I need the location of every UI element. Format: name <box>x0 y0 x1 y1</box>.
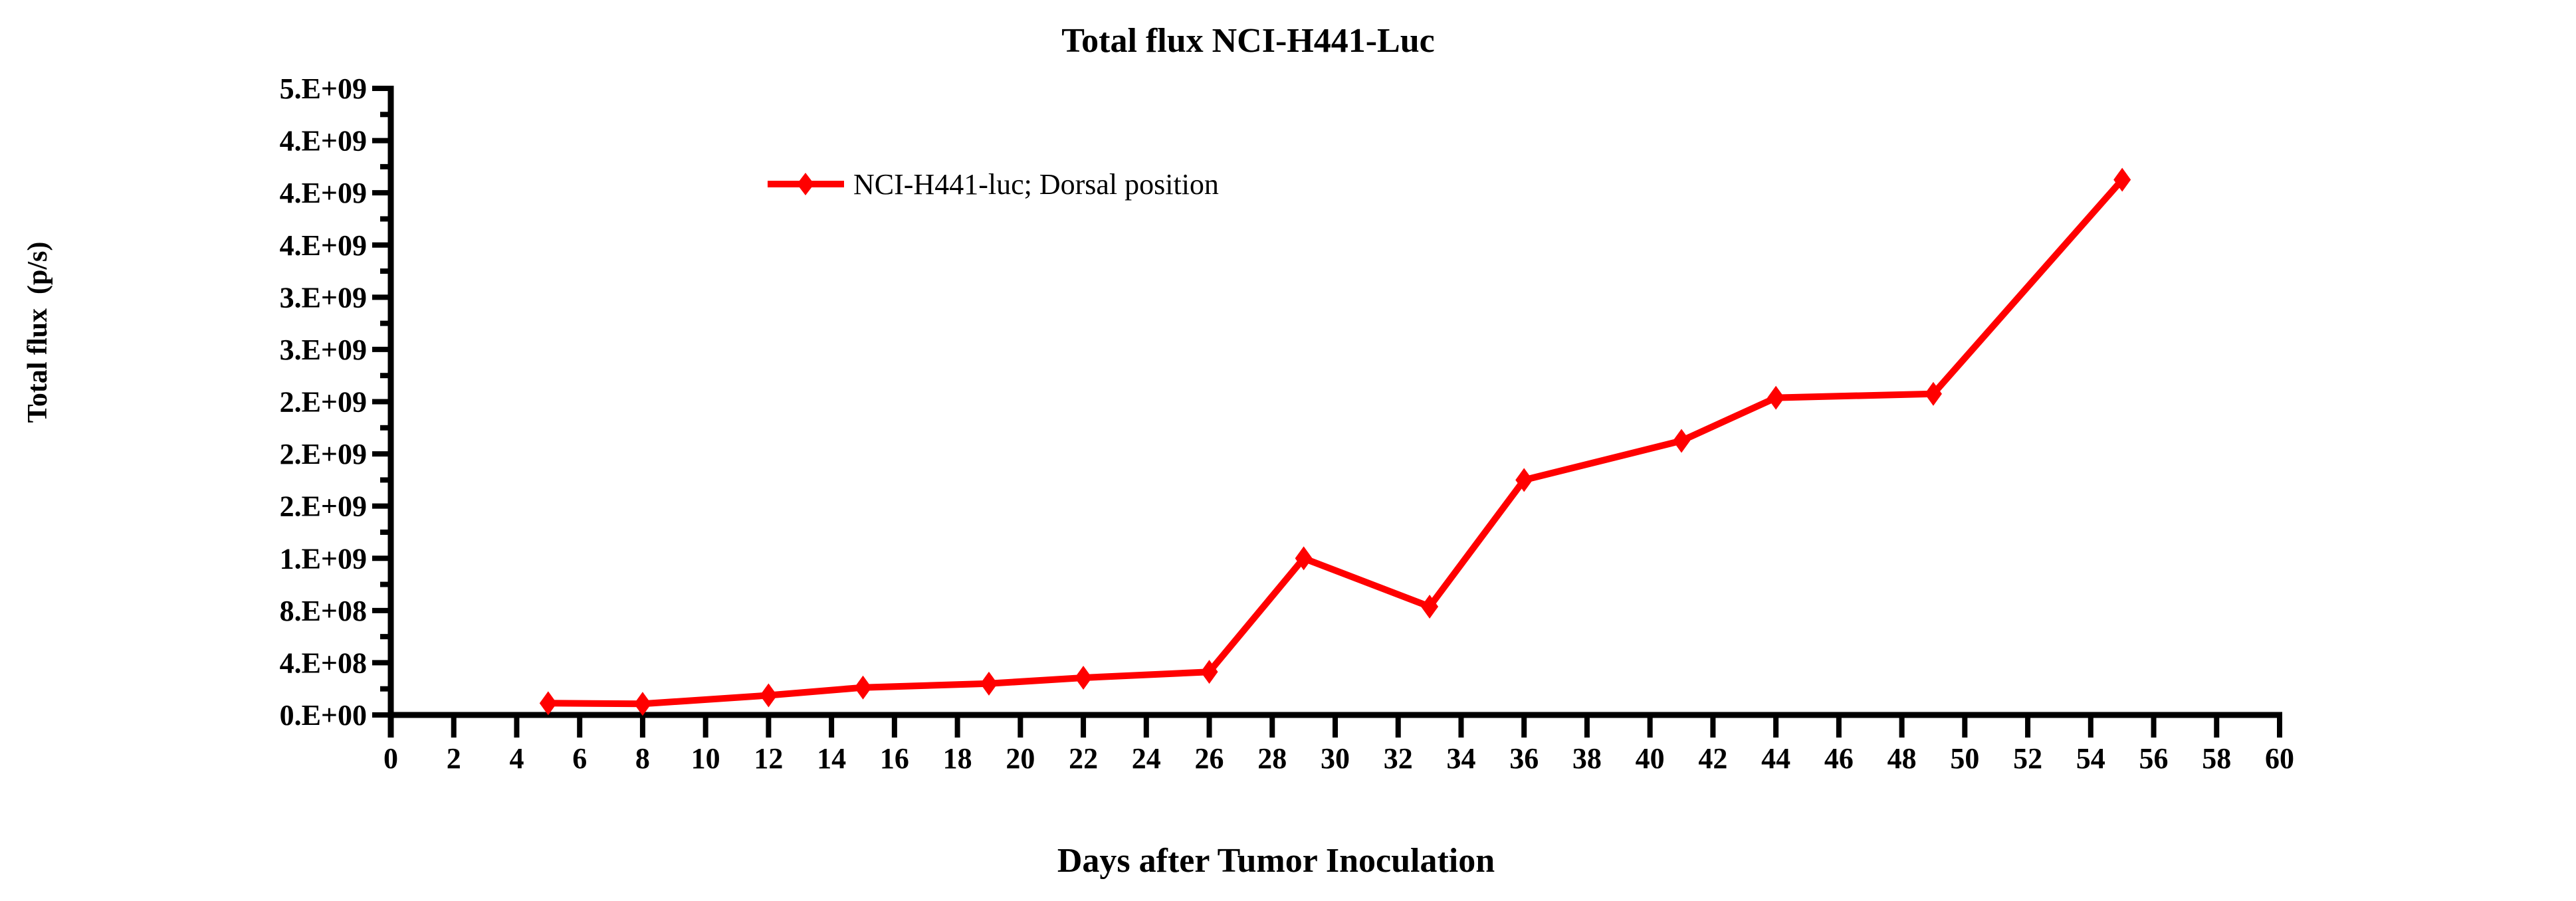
x-tick-label: 28 <box>1257 742 1287 775</box>
x-tick-label: 16 <box>880 742 909 775</box>
x-tick-label: 26 <box>1195 742 1224 775</box>
data-point-marker <box>980 671 998 696</box>
data-point-marker <box>633 692 651 716</box>
x-tick-label: 46 <box>1824 742 1854 775</box>
x-tick-label: 0 <box>383 742 398 775</box>
y-tick-label: 1.E+09 <box>280 542 367 575</box>
series-line <box>548 177 2125 708</box>
x-tick-label: 60 <box>2265 742 2294 775</box>
x-tick-label: 10 <box>691 742 720 775</box>
y-tick-label: 3.E+09 <box>280 334 367 366</box>
y-tick-label: 2.E+09 <box>280 490 367 523</box>
legend-label: NCI-H441-luc; Dorsal position <box>853 168 1219 201</box>
y-tick-label: 4.E+09 <box>280 229 367 262</box>
data-point-marker <box>1421 594 1439 619</box>
data-point-marker <box>1515 468 1533 492</box>
data-point-marker <box>760 683 778 708</box>
x-tick-label: 22 <box>1069 742 1098 775</box>
x-tick-label: 56 <box>2139 742 2169 775</box>
y-tick-label: 4.E+09 <box>280 177 367 209</box>
chart-title: Total flux NCI-H441-Luc <box>1061 22 1434 60</box>
x-tick-label: 38 <box>1572 742 1602 775</box>
y-tick-label: 2.E+09 <box>280 438 367 470</box>
x-tick-label: 50 <box>1950 742 1979 775</box>
data-point-marker <box>539 691 557 716</box>
x-tick-label: 30 <box>1321 742 1350 775</box>
x-tick-label: 36 <box>1509 742 1539 775</box>
y-tick-label: 3.E+09 <box>280 281 367 314</box>
x-tick-label: 34 <box>1446 742 1475 775</box>
x-tick-label: 6 <box>572 742 587 775</box>
data-point-marker <box>1200 660 1218 684</box>
y-tick-label: 5.E+09 <box>280 72 367 105</box>
x-tick-label: 52 <box>2013 742 2042 775</box>
x-tick-label: 24 <box>1132 742 1161 775</box>
y-tick-label: 4.E+09 <box>280 125 367 157</box>
x-tick-label: 14 <box>817 742 846 775</box>
x-tick-label: 32 <box>1384 742 1413 775</box>
x-tick-label: 20 <box>1006 742 1035 775</box>
data-point-marker <box>1075 666 1093 690</box>
data-point-marker <box>1295 546 1313 571</box>
x-tick-label: 44 <box>1761 742 1790 775</box>
data-point-marker <box>1673 429 1691 453</box>
x-tick-label: 2 <box>447 742 461 775</box>
y-tick-label: 8.E+08 <box>280 595 367 627</box>
x-tick-label: 18 <box>943 742 972 775</box>
data-point-marker <box>1767 385 1785 410</box>
data-point-marker <box>854 675 872 700</box>
data-point-marker <box>1924 381 1942 406</box>
y-tick-label: 2.E+09 <box>280 386 367 419</box>
y-axis-title: Total flux (p/s) <box>23 242 53 423</box>
x-tick-label: 48 <box>1887 742 1917 775</box>
x-tick-label: 12 <box>754 742 783 775</box>
x-axis-title: Days after Tumor Inoculation <box>1057 842 1495 880</box>
y-tick-label: 4.E+08 <box>280 647 367 679</box>
x-tick-label: 42 <box>1698 742 1727 775</box>
legend-diamond-marker-icon <box>797 173 814 195</box>
data-point-marker <box>2113 167 2131 192</box>
x-tick-label: 54 <box>2076 742 2105 775</box>
y-tick-label: 0.E+00 <box>280 699 367 732</box>
legend: NCI-H441-luc; Dorsal position <box>768 168 1219 201</box>
x-tick-label: 4 <box>509 742 524 775</box>
x-tick-label: 8 <box>635 742 650 775</box>
x-tick-label: 58 <box>2202 742 2231 775</box>
x-tick-label: 40 <box>1636 742 1665 775</box>
